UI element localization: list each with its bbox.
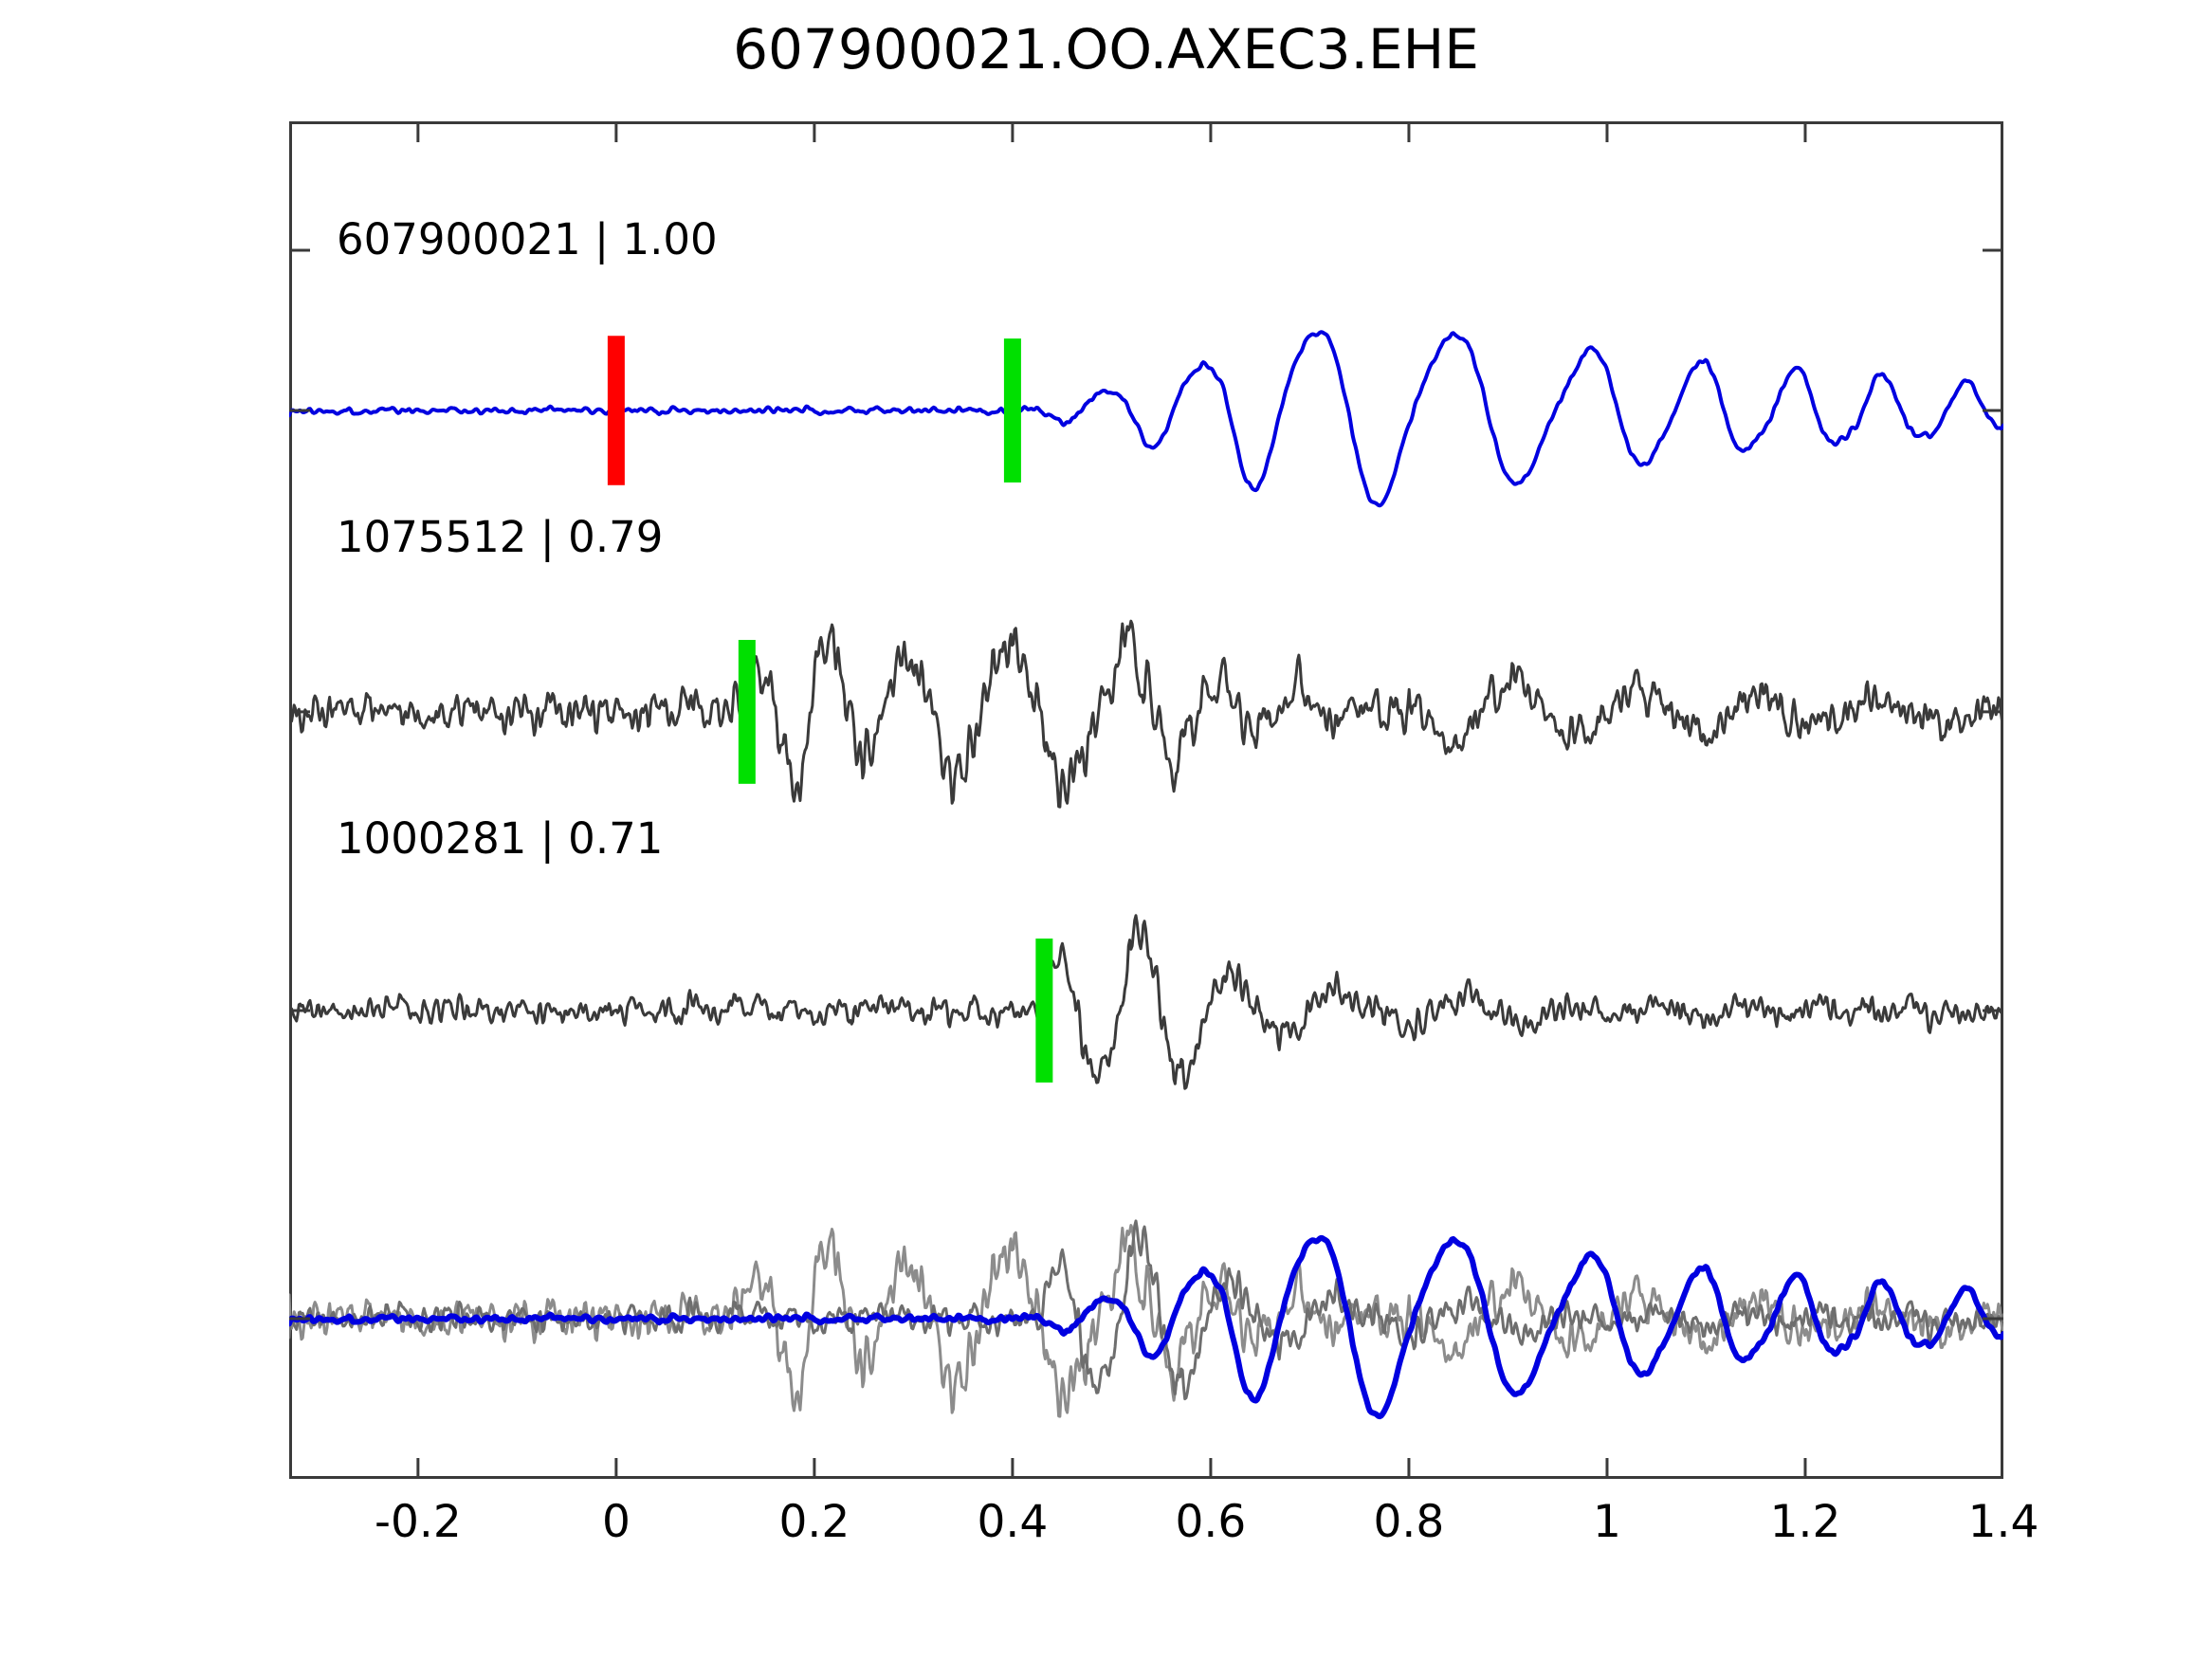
x-tick-label-4: 0.6 (1175, 1496, 1247, 1548)
trace-line-1075512 (289, 619, 2003, 809)
trace-label-1: 1075512 | 0.79 (337, 512, 664, 562)
plot-axes: 607900021 | 1.00 1075512 | 0.79 1000281 … (289, 121, 2003, 1479)
trace-label-2: 1000281 | 0.71 (337, 813, 664, 864)
trace-line-1000281 (289, 914, 2003, 1090)
pick-marker-607900021[interactable] (1003, 338, 1021, 483)
trace-label-0: 607900021 | 1.00 (337, 214, 718, 264)
composite-line-1000281 (289, 1219, 2003, 1401)
page-title: 607900021.OO.AXEC3.EHE (733, 17, 1479, 82)
traces-group (289, 330, 2003, 1420)
axes-frame (289, 121, 2003, 1479)
origin-marker-607900021[interactable] (607, 336, 625, 485)
pick-marker-1000281[interactable] (1035, 939, 1053, 1083)
waveform-canvas (289, 121, 2003, 1479)
x-tick-label-7: 1.2 (1769, 1496, 1841, 1548)
x-tick-label-6: 1 (1593, 1496, 1621, 1548)
x-tick-label-8: 1.4 (1967, 1496, 2039, 1548)
x-tick-label-1: 0 (601, 1496, 631, 1548)
trace-line-607900021 (289, 330, 2003, 508)
x-tick-label-5: 0.8 (1373, 1496, 1445, 1548)
x-tick-label-3: 0.4 (977, 1496, 1049, 1548)
composite-line-607900021 (289, 1234, 2003, 1420)
axis-ticks (289, 121, 2003, 1479)
pick-marker-1075512[interactable] (738, 640, 756, 784)
x-axis-tick-labels: -0.2 0 0.2 0.4 0.6 0.8 1 1.2 1.4 (289, 1496, 2038, 1562)
x-tick-label-2: 0.2 (778, 1496, 850, 1548)
x-tick-label-0: -0.2 (375, 1496, 462, 1548)
